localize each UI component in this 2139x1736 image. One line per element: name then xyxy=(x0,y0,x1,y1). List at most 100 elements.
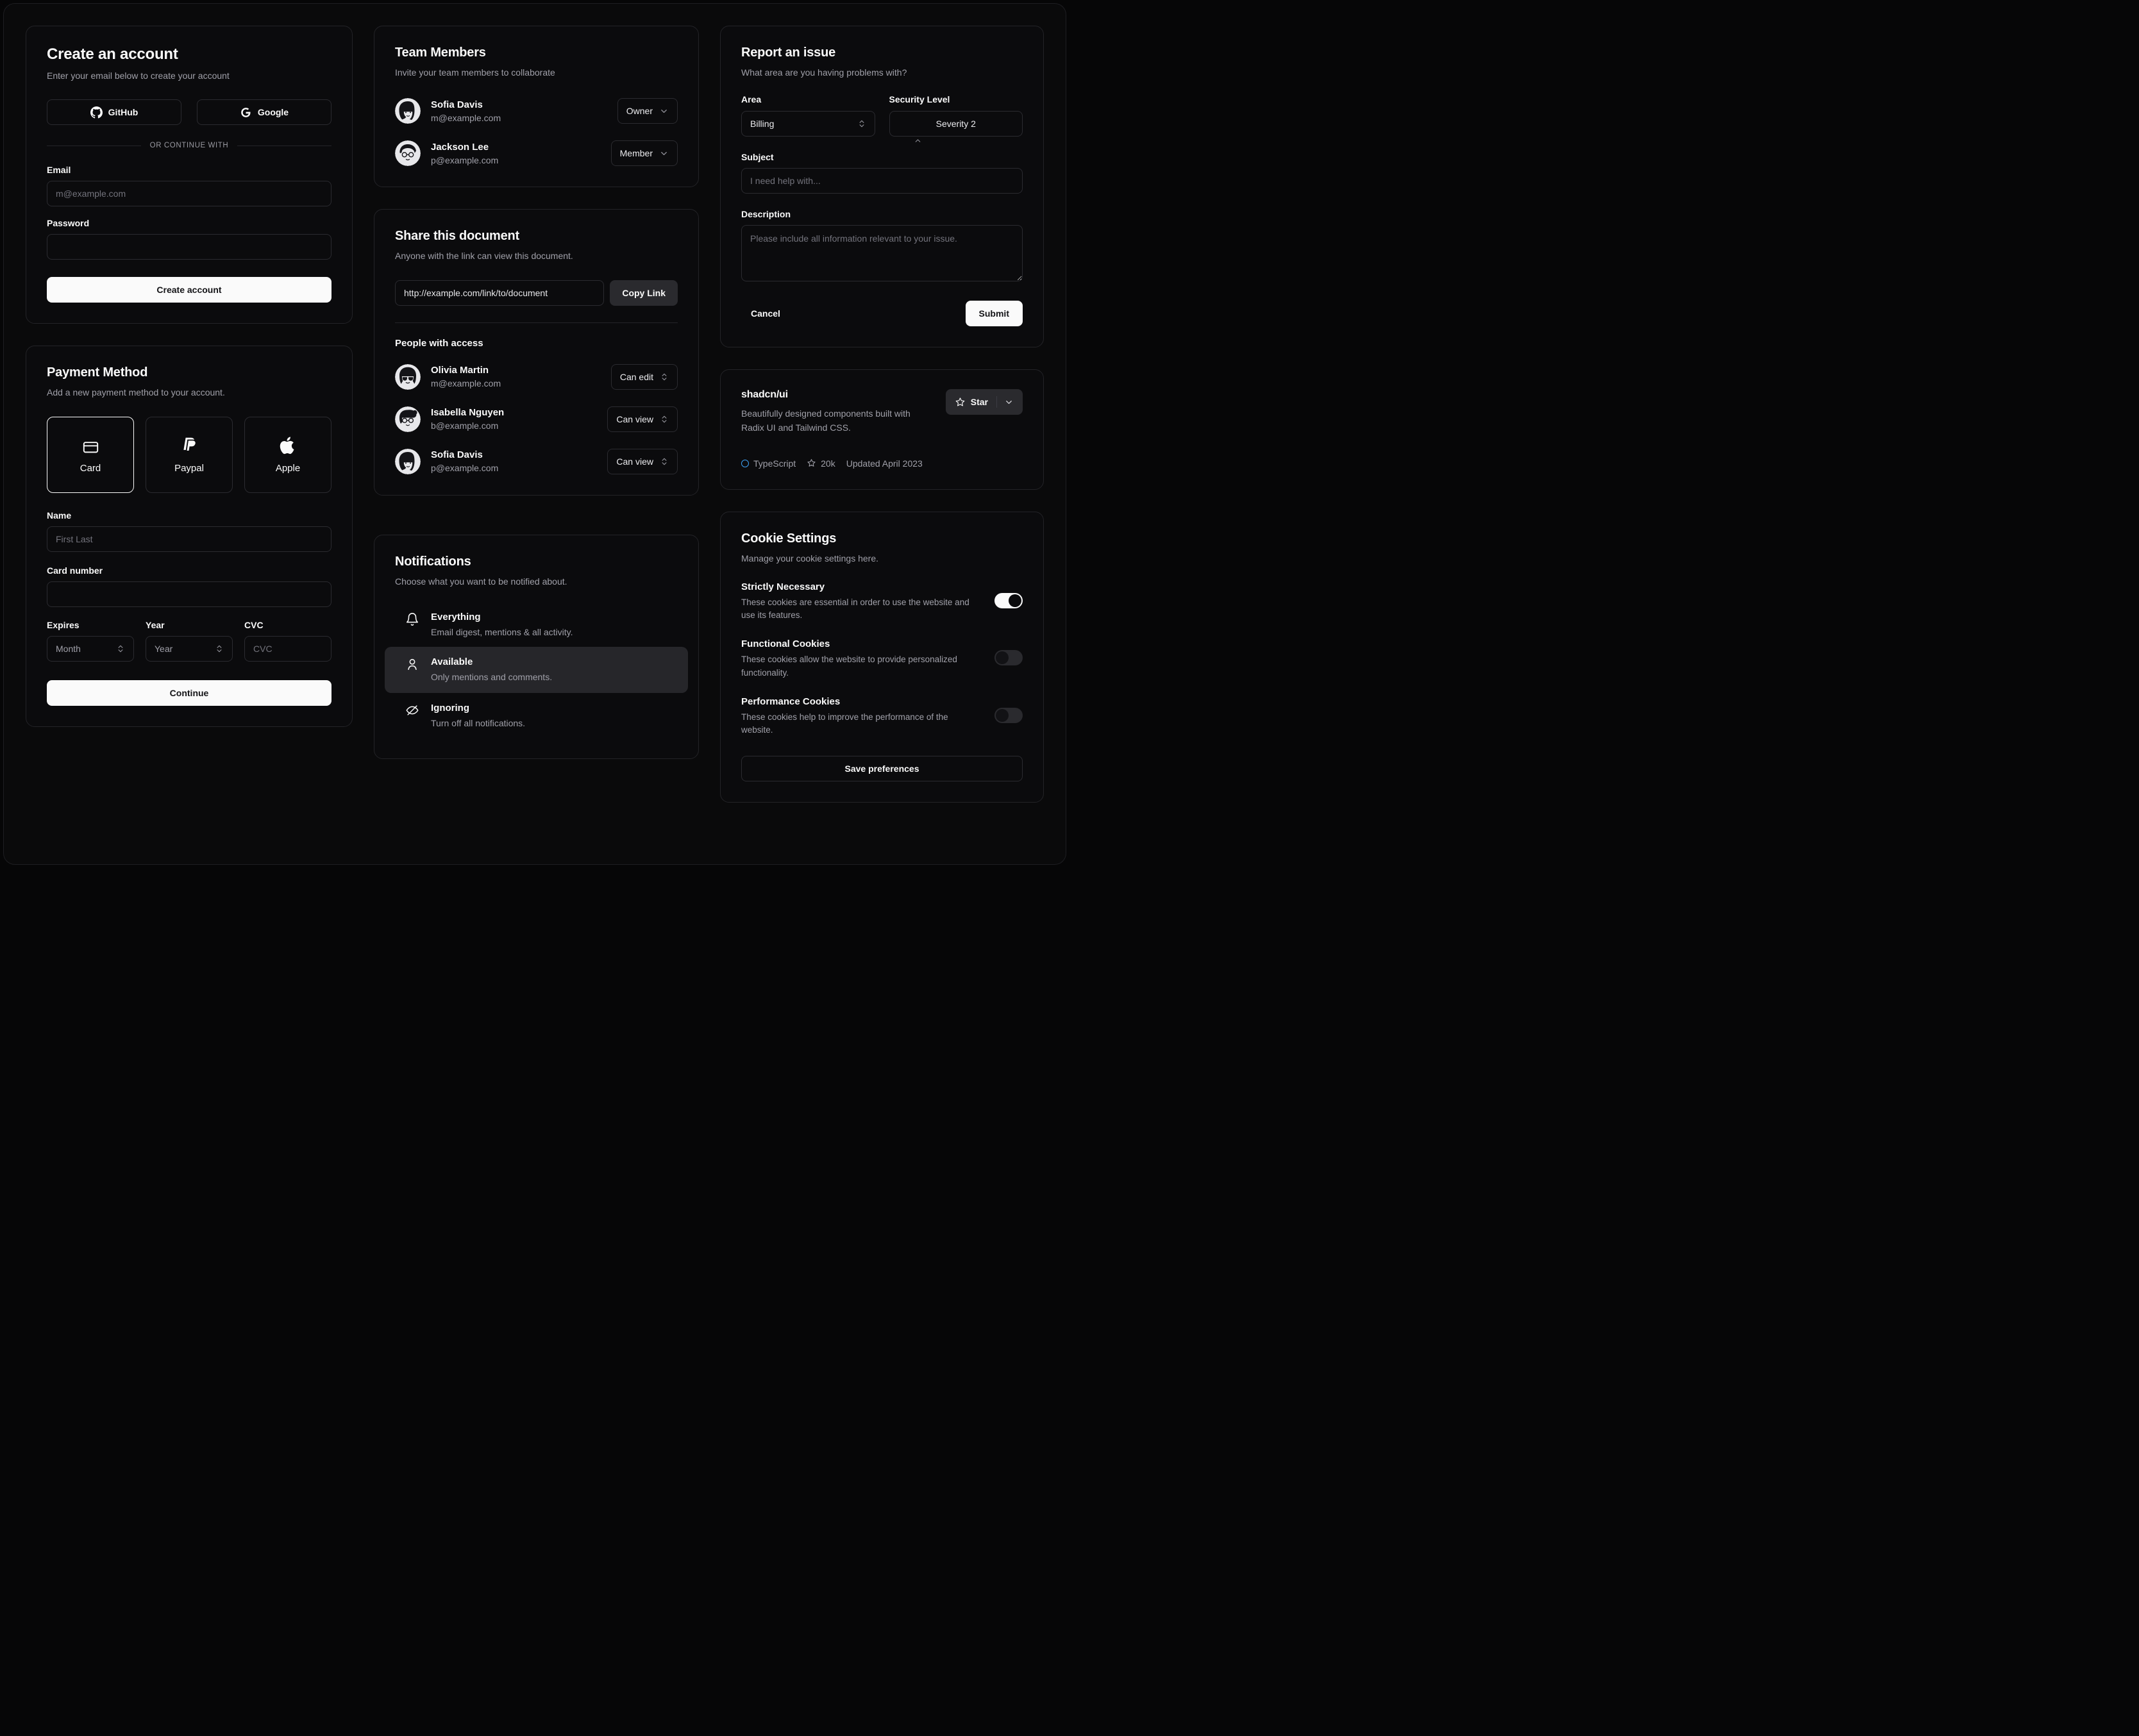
cookie-desc: These cookies are essential in order to … xyxy=(741,597,969,621)
access-person-row: Sofia Davis p@example.com Can view xyxy=(395,448,678,474)
expiry-row: Expires Month Year Year CVC xyxy=(47,620,331,662)
google-button-label: Google xyxy=(257,107,289,118)
notification-option-everything[interactable]: Everything Email digest, mentions & all … xyxy=(395,602,678,647)
person-email: m@example.com xyxy=(431,378,501,389)
notification-option-available[interactable]: Available Only mentions and comments. xyxy=(385,646,688,693)
cookie-text: Performance Cookies These cookies help t… xyxy=(741,696,971,737)
payment-method-subtitle: Add a new payment method to your account… xyxy=(47,387,225,398)
member-email: m@example.com xyxy=(431,112,501,123)
password-field[interactable] xyxy=(47,234,331,260)
team-members-title: Team Members xyxy=(395,46,486,60)
repo-stars: 20k xyxy=(807,458,835,469)
cookie-title: Functional Cookies xyxy=(741,638,830,650)
permission-value: Can edit xyxy=(619,371,653,382)
cardholder-name-field[interactable] xyxy=(47,526,331,552)
notifications-card: Notifications Choose what you want to be… xyxy=(374,534,699,759)
card-number-field[interactable] xyxy=(47,581,331,607)
permission-select[interactable]: Can edit xyxy=(610,363,678,390)
bell-icon xyxy=(405,612,419,626)
cookie-desc: These cookies help to improve the perfor… xyxy=(741,712,948,735)
member-role-select[interactable]: Member xyxy=(610,140,678,167)
credit-card-icon xyxy=(82,435,99,456)
cookie-text: Strictly Necessary These cookies are ess… xyxy=(741,581,971,622)
description-field[interactable] xyxy=(741,225,1023,282)
payment-tile-apple[interactable]: Apple xyxy=(244,416,331,493)
security-level-label: Security Level xyxy=(889,94,950,105)
share-link-input[interactable] xyxy=(395,280,605,306)
password-group: Password xyxy=(47,218,331,260)
notification-option-text: Everything Email digest, mentions & all … xyxy=(431,612,573,637)
area-label: Area xyxy=(741,94,762,105)
share-document-title: Share this document xyxy=(395,229,520,244)
area-security-row: Area Billing Security Level Severity 2 xyxy=(741,94,1023,142)
expires-year-value: Year xyxy=(155,643,173,654)
payment-tile-card[interactable]: Card xyxy=(47,416,134,493)
cookie-settings-title: Cookie Settings xyxy=(741,531,837,546)
copy-link-button[interactable]: Copy Link xyxy=(610,280,678,306)
member-name: Jackson Lee xyxy=(431,141,489,153)
area-select[interactable]: Billing xyxy=(741,111,875,137)
functional-cookies-toggle[interactable] xyxy=(994,650,1023,666)
expires-year-select[interactable]: Year xyxy=(146,635,233,662)
payment-tile-paypal-label: Paypal xyxy=(174,463,204,474)
repo-language-label: TypeScript xyxy=(753,458,796,469)
cookie-settings-subtitle: Manage your cookie settings here. xyxy=(741,553,879,563)
cookie-settings-card: Cookie Settings Manage your cookie setti… xyxy=(720,511,1044,803)
card-number-label: Card number xyxy=(47,565,103,576)
cards-grid: Create an account Enter your email below… xyxy=(26,26,1044,803)
continue-button[interactable]: Continue xyxy=(47,680,331,706)
cancel-button[interactable]: Cancel xyxy=(741,301,790,326)
permission-select[interactable]: Can view xyxy=(607,448,678,474)
permission-value: Can view xyxy=(616,413,653,424)
team-members-card: Team Members Invite your team members to… xyxy=(374,26,699,188)
member-email: p@example.com xyxy=(431,154,499,165)
chevron-up-down-icon xyxy=(215,644,224,653)
security-level-select[interactable]: Severity 2 xyxy=(889,111,1023,137)
toggle-thumb xyxy=(1009,594,1021,607)
strictly-necessary-toggle[interactable] xyxy=(994,592,1023,608)
cvc-group: CVC xyxy=(244,620,331,662)
cardholder-name-group: Name xyxy=(47,510,331,552)
payment-method-card: Payment Method Add a new payment method … xyxy=(26,346,353,727)
submit-button[interactable]: Submit xyxy=(965,301,1023,327)
save-preferences-button[interactable]: Save preferences xyxy=(741,756,1023,782)
cookie-title: Strictly Necessary xyxy=(741,581,825,592)
star-button[interactable]: Star xyxy=(945,389,1023,415)
expires-group: Expires Month xyxy=(47,620,134,662)
google-icon xyxy=(240,106,252,119)
expires-month-select[interactable]: Month xyxy=(47,635,134,662)
area-group: Area Billing xyxy=(741,94,875,137)
toggle-thumb xyxy=(996,708,1009,722)
payment-method-title: Payment Method xyxy=(47,365,148,380)
person-email: b@example.com xyxy=(431,421,499,431)
notifications-subtitle: Choose what you want to be notified abou… xyxy=(395,576,567,587)
repo-title: shadcn/ui xyxy=(741,389,788,401)
access-person-row: Isabella Nguyen b@example.com Can view xyxy=(395,406,678,432)
email-field[interactable] xyxy=(47,181,331,207)
google-button[interactable]: Google xyxy=(197,99,331,126)
payment-tile-paypal[interactable]: Paypal xyxy=(146,416,233,493)
cookie-title: Performance Cookies xyxy=(741,696,841,707)
social-login-row: GitHub Google xyxy=(47,99,331,126)
email-label: Email xyxy=(47,165,71,176)
repo-description: Beautifully designed components built wi… xyxy=(741,408,910,433)
report-issue-title: Report an issue xyxy=(741,46,836,60)
cvc-field[interactable] xyxy=(244,635,331,662)
share-document-card: Share this document Anyone with the link… xyxy=(374,209,699,496)
notification-option-ignoring[interactable]: Ignoring Turn off all notifications. xyxy=(395,693,678,738)
avatar xyxy=(395,140,421,167)
create-account-button[interactable]: Create account xyxy=(47,277,331,303)
member-role-select[interactable]: Owner xyxy=(617,98,678,124)
cookie-row-strictly-necessary: Strictly Necessary These cookies are ess… xyxy=(741,581,1023,622)
cardholder-name-label: Name xyxy=(47,510,72,521)
performance-cookies-toggle[interactable] xyxy=(994,707,1023,723)
star-icon xyxy=(955,397,966,408)
subject-field[interactable] xyxy=(741,168,1023,194)
github-button-label: GitHub xyxy=(108,107,138,118)
github-button[interactable]: GitHub xyxy=(47,99,181,126)
notification-option-title: Ignoring xyxy=(431,702,469,714)
card-number-group: Card number xyxy=(47,565,331,607)
permission-select[interactable]: Can view xyxy=(607,406,678,432)
chevron-down-icon xyxy=(659,149,669,158)
cookie-desc: These cookies allow the website to provi… xyxy=(741,655,957,678)
